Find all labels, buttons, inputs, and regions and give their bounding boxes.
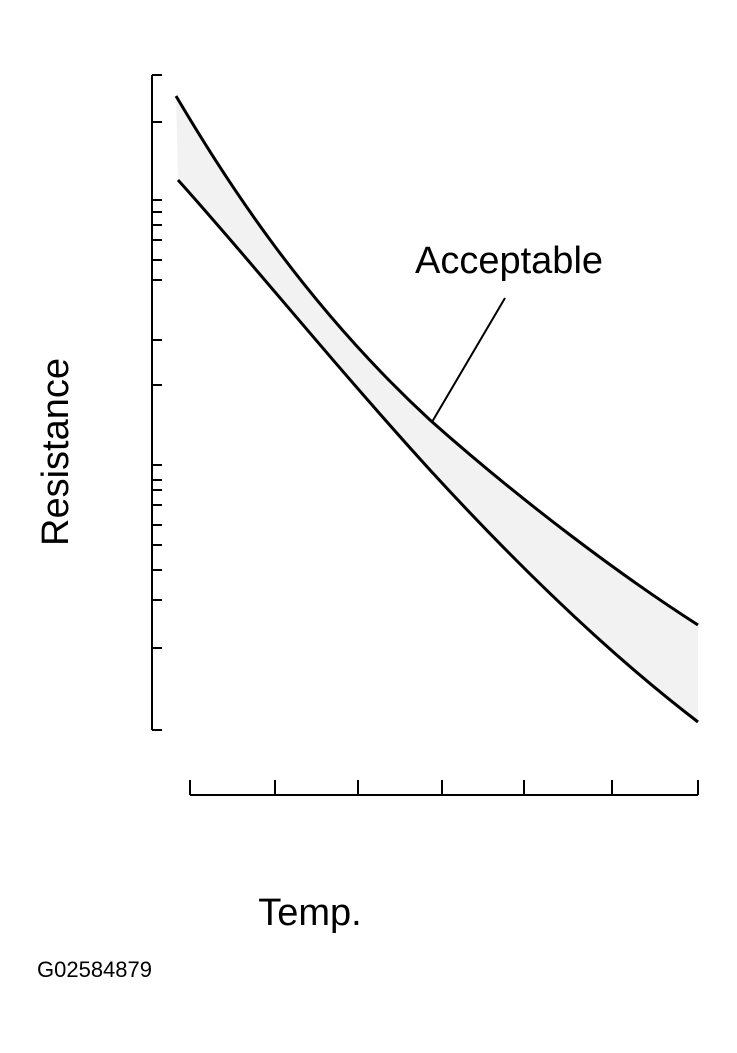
y-ticks (152, 74, 162, 731)
y-axis (151, 74, 162, 731)
x-axis (189, 780, 699, 796)
x-ticks (189, 780, 699, 795)
acceptable-band (176, 96, 698, 722)
curve-label: Acceptable (415, 240, 603, 282)
lower-limit-curve (176, 178, 699, 724)
x-axis-label: Temp. (258, 892, 361, 934)
upper-limit-curve (174, 95, 699, 627)
figure-id: G02584879 (37, 957, 152, 982)
leader-line (431, 297, 506, 423)
y-axis-label: Resistance (35, 358, 77, 546)
